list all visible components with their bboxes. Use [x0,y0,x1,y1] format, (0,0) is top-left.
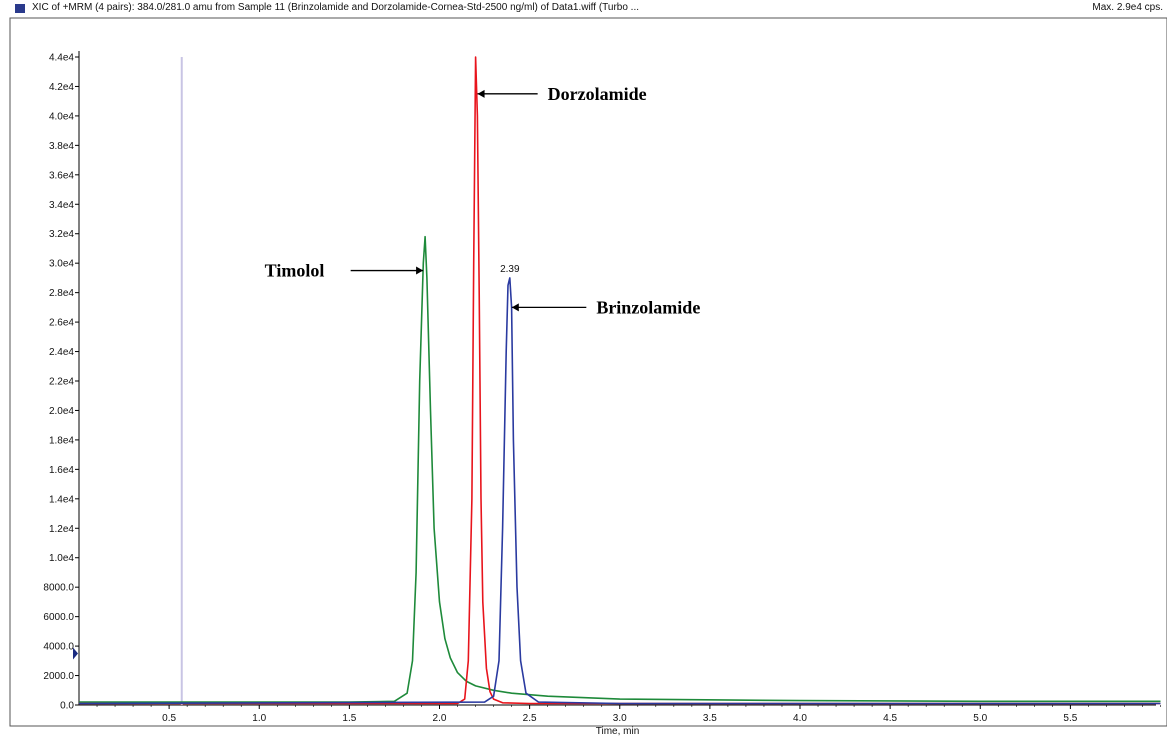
x-tick-label: 2.0 [433,713,447,724]
annotation-label: Dorzolamide [548,84,647,104]
peak-label: 2.39 [500,264,520,275]
y-tick-label: 3.8e4 [49,141,74,152]
y-tick-label: 2.2e4 [49,377,74,388]
series-brinzolamide [78,277,1161,705]
y-tick-label: 4.0e4 [49,111,74,122]
x-tick-label: 2.5 [523,713,537,724]
x-tick-label: 3.0 [613,713,627,724]
series-dorzolamide [79,56,1161,705]
y-tick-label: 4.2e4 [49,82,74,93]
annotation-arrowhead [477,89,485,98]
y-tick-label: 4000.0 [43,642,74,653]
annotation-arrowhead [511,303,519,312]
x-tick-label: 3.5 [703,713,717,724]
y-tick-label: 4.4e4 [49,53,74,64]
y-tick-label: 1.8e4 [49,435,74,446]
x-tick-label: 0.5 [162,713,176,724]
series-timolol [79,235,1161,703]
plot-frame [9,17,1167,727]
threshold-marker-icon [73,647,78,660]
x-tick-label: 1.0 [252,713,266,724]
y-tick-label: 2000.0 [43,671,74,682]
series-color-swatch [15,4,25,13]
y-tick-label: 1.2e4 [49,524,74,535]
y-tick-label: 1.4e4 [49,494,74,505]
y-tick-label: 2.8e4 [49,288,74,299]
x-tick-label: 4.5 [883,713,897,724]
y-tick-label: 1.6e4 [49,465,74,476]
y-tick-label: 2.6e4 [49,318,74,329]
chart-title: XIC of +MRM (4 pairs): 384.0/281.0 amu f… [32,2,640,13]
annotation-label: Timolol [265,261,325,281]
x-tick-label: 4.0 [793,713,807,724]
annotation-arrowhead [416,266,424,275]
x-tick-label: 5.5 [1063,713,1077,724]
max-intensity-label: Max. 2.9e4 cps. [1092,2,1163,13]
y-tick-label: 6000.0 [43,612,74,623]
y-tick-label: 2.4e4 [49,347,74,358]
y-tick-label: 3.2e4 [49,229,74,240]
y-tick-label: 1.0e4 [49,553,74,564]
x-axis-label: Time, min [596,726,640,737]
y-tick-label: 2.0e4 [49,406,74,417]
annotation-label: Brinzolamide [596,297,700,317]
y-tick-label: 3.0e4 [49,259,74,270]
y-tick-label: 3.6e4 [49,170,74,181]
x-tick-label: 5.0 [973,713,987,724]
y-tick-label: 0.0 [60,701,74,712]
y-tick-label: 8000.0 [43,583,74,594]
x-tick-label: 1.5 [342,713,356,724]
y-tick-label: 3.4e4 [49,200,74,211]
